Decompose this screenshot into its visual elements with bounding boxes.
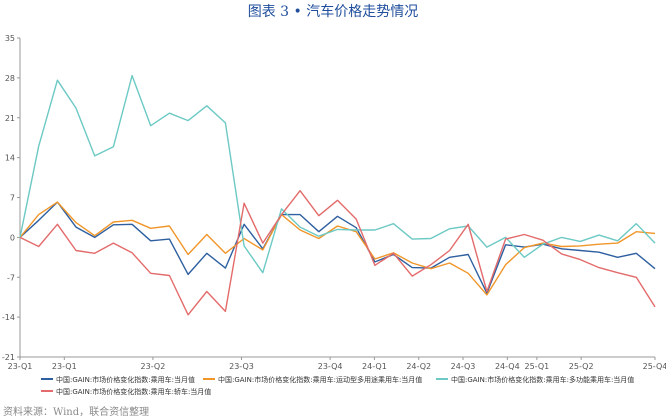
x-tick-label: 24-Q3	[451, 362, 476, 371]
x-tick-label: 23-Q1	[52, 362, 77, 371]
x-tick-label: 24-Q1	[362, 362, 387, 371]
legend-label: 中国:GAIN:市场价格变化指数:乘用车:多功能乘用车:当月值	[451, 375, 634, 384]
y-tick-label: 35	[5, 34, 15, 43]
x-tick-label: 25-Q2	[569, 362, 594, 371]
x-tick-label: 25-Q4	[643, 362, 666, 371]
y-tick-label: -14	[2, 313, 15, 322]
y-tick-label: -21	[2, 353, 15, 362]
y-tick-label: -7	[7, 273, 15, 282]
series-line-4	[19, 189, 656, 316]
series-line-3	[19, 74, 656, 274]
y-tick-label: 14	[5, 154, 15, 163]
y-tick-label: 7	[10, 194, 15, 203]
x-tick-label: 23-Q1	[8, 362, 33, 371]
source-note: 资料来源：Wind，联合资信整理	[3, 407, 150, 418]
chart-title: 图表 3 • 汽车价格走势情况	[247, 4, 419, 20]
y-tick-label: 21	[5, 114, 15, 123]
legend-label: 中国:GAIN:市场价格变化指数:乘用车:轿车:当月值	[56, 387, 211, 396]
y-tick-label: 28	[5, 74, 15, 83]
x-tick-label: 23-Q3	[229, 362, 254, 371]
chart-axes: -21 -14 -7 0 7 14 21 28 35 23-Q1 23-Q1 23-Q2 23-Q3 23…	[2, 34, 666, 371]
x-tick-label: 24-Q2	[406, 362, 431, 371]
x-tick-label: 23-Q4	[318, 362, 343, 371]
chart-legend: 中国:GAIN:市场价格变化指数:乘用车:当月值中国:GAIN:市场价格变化指数…	[41, 375, 634, 396]
chart-series-lines	[19, 74, 656, 316]
series-line-1	[19, 201, 656, 294]
x-tick-label: 23-Q2	[141, 362, 166, 371]
legend-label: 中国:GAIN:市场价格变化指数:乘用车:运动型多用途乘用车:当月值	[218, 375, 422, 384]
line-chart: -21 -14 -7 0 7 14 21 28 35 23-Q1 23-Q1 23-Q2 23-Q3 23…	[2, 34, 666, 396]
x-tick-label: 24-Q4	[495, 362, 520, 371]
legend-label: 中国:GAIN:市场价格变化指数:乘用车:当月值	[56, 375, 195, 384]
x-tick-label: 25-Q1	[524, 362, 549, 371]
y-tick-label: 0	[10, 233, 15, 242]
